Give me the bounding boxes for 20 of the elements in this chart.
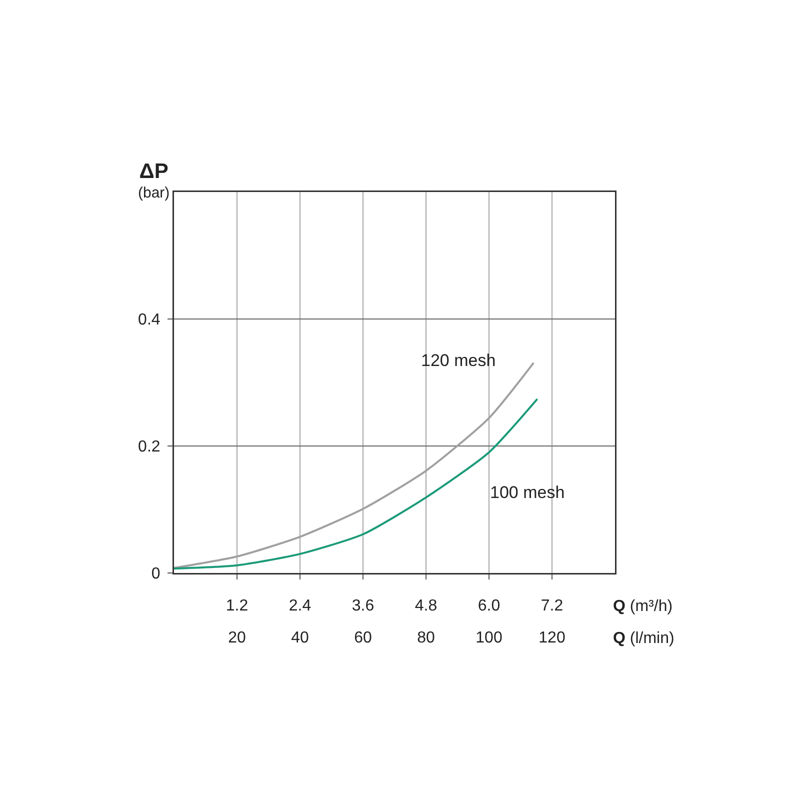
y-tick-label: 0.4 — [138, 312, 160, 329]
x2-tick-label: 120 — [538, 629, 566, 646]
x2-tick-label: 60 — [354, 629, 372, 646]
x2-tick-label: 100 — [476, 629, 502, 646]
series-label: 100 mesh — [490, 483, 565, 502]
x2-tick-label: 80 — [417, 629, 435, 646]
x-tick-label: 2.4 — [288, 598, 312, 615]
x-tick-label: 1.2 — [226, 598, 248, 615]
x-axis-title: Q (m³/h) — [613, 598, 673, 615]
x-tick-label: 4.8 — [414, 598, 438, 615]
y-tick-label: 0 — [151, 566, 160, 583]
y-tick-label: 0.2 — [138, 438, 160, 456]
x-tick-label: 6.0 — [478, 598, 500, 615]
x2-tick-label: 20 — [228, 629, 246, 646]
x2-axis-title: Q (l/min) — [613, 630, 674, 647]
series-label: 120 mesh — [421, 351, 496, 370]
x2-tick-label: 40 — [291, 629, 309, 646]
x-tick-label: 3.6 — [352, 598, 374, 615]
y-axis-title: ΔP (bar) — [138, 160, 170, 202]
x-tick-label: 7.2 — [540, 598, 564, 615]
